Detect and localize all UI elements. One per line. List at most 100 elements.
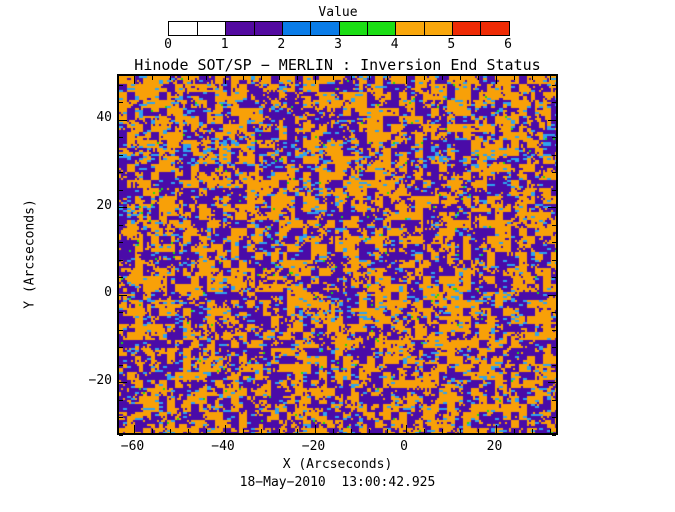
x-minor-tick <box>351 76 353 80</box>
colorbar-tick-label: 3 <box>334 37 342 52</box>
x-major-tick <box>496 425 497 433</box>
colorbar-divider <box>196 22 198 35</box>
x-minor-tick <box>260 76 262 80</box>
x-minor-tick <box>423 429 425 433</box>
y-minor-tick <box>119 434 123 436</box>
y-minor-tick <box>552 312 556 313</box>
colorbar-divider <box>366 22 368 35</box>
colorbar-tick-label: 2 <box>277 37 286 52</box>
x-minor-tick <box>278 76 280 80</box>
x-major-tick <box>134 425 135 433</box>
x-tick-label: −40 <box>211 439 235 454</box>
x-minor-tick <box>333 76 335 80</box>
x-minor-tick <box>333 429 335 433</box>
y-minor-tick <box>119 154 123 156</box>
y-minor-tick <box>552 329 556 331</box>
colorbar-divider <box>281 22 283 35</box>
y-minor-tick <box>119 277 123 278</box>
plot-title: Hinode SOT/SP − MERLIN : Inversion End S… <box>134 56 541 74</box>
colorbar-tick-label: 4 <box>390 37 399 52</box>
x-major-tick <box>315 425 316 433</box>
y-minor-tick <box>119 347 123 348</box>
y-minor-tick <box>119 84 123 86</box>
x-minor-tick <box>170 429 172 433</box>
x-minor-tick <box>477 76 479 80</box>
x-major-tick <box>315 76 316 84</box>
y-axis-label: Y (Arcseconds) <box>22 199 38 309</box>
y-minor-tick <box>552 189 556 191</box>
y-minor-tick <box>119 329 123 331</box>
x-minor-tick <box>459 429 461 433</box>
y-tick-label: −20 <box>88 372 112 388</box>
x-major-tick <box>496 76 497 84</box>
y-minor-tick <box>119 137 123 138</box>
x-minor-tick <box>532 429 534 433</box>
x-minor-tick <box>459 76 461 80</box>
y-major-tick <box>119 119 127 121</box>
x-major-tick <box>224 76 226 84</box>
y-major-tick <box>119 294 127 296</box>
y-major-tick <box>119 382 127 383</box>
x-tick-label: −60 <box>120 439 145 454</box>
x-minor-tick <box>351 429 353 433</box>
y-minor-tick <box>552 277 556 278</box>
y-minor-tick <box>119 364 123 366</box>
x-minor-tick <box>152 76 154 80</box>
x-minor-tick <box>441 76 443 80</box>
colorbar-divider <box>338 22 340 35</box>
y-major-tick <box>548 207 556 208</box>
x-minor-tick <box>550 76 552 80</box>
x-minor-tick <box>242 429 244 433</box>
colorbar-divider <box>395 22 397 35</box>
y-minor-tick <box>552 259 556 261</box>
y-minor-tick <box>552 399 556 401</box>
x-major-tick <box>405 425 407 433</box>
x-minor-tick <box>477 429 479 433</box>
colorbar-divider <box>310 22 312 35</box>
y-minor-tick <box>552 172 556 173</box>
x-minor-tick <box>296 76 298 80</box>
y-minor-tick <box>552 137 556 138</box>
x-major-tick <box>134 76 135 84</box>
colorbar-divider <box>253 22 255 35</box>
y-minor-tick <box>552 417 556 418</box>
colorbar-tick-label: 0 <box>164 37 172 52</box>
y-major-tick <box>548 294 556 296</box>
timestamp: 18−May−2010 13:00:42.925 <box>239 475 436 490</box>
y-minor-tick <box>119 189 123 191</box>
y-major-tick <box>119 207 127 208</box>
y-tick-label: 40 <box>96 110 112 125</box>
x-minor-tick <box>441 429 443 433</box>
y-minor-tick <box>119 399 123 401</box>
x-minor-tick <box>369 76 371 80</box>
x-minor-tick <box>387 429 389 433</box>
x-minor-tick <box>514 429 516 433</box>
x-minor-tick <box>206 429 208 433</box>
colorbar-tick-label: 5 <box>447 37 456 52</box>
y-minor-tick <box>119 172 123 173</box>
x-minor-tick <box>278 429 280 433</box>
x-tick-label: 20 <box>486 439 503 454</box>
x-minor-tick <box>550 429 552 433</box>
x-minor-tick <box>387 76 389 80</box>
status-map-canvas <box>119 76 556 433</box>
y-minor-tick <box>552 347 556 348</box>
x-minor-tick <box>369 429 371 433</box>
x-major-tick <box>224 425 226 433</box>
colorbar-divider <box>480 22 482 35</box>
x-minor-tick <box>170 76 172 80</box>
y-minor-tick <box>119 242 123 243</box>
y-minor-tick <box>119 312 123 313</box>
y-minor-tick <box>552 84 556 86</box>
y-tick-label: 0 <box>104 285 112 300</box>
x-minor-tick <box>514 76 516 80</box>
x-minor-tick <box>296 429 298 433</box>
x-minor-tick <box>188 429 190 433</box>
y-tick-label: 20 <box>96 197 112 213</box>
x-minor-tick <box>152 429 154 433</box>
y-minor-tick <box>119 102 123 103</box>
colorbar-divider <box>451 22 453 35</box>
colorbar-title: Value <box>318 5 358 20</box>
x-tick-label: 0 <box>400 439 408 454</box>
colorbar-tick-label: 1 <box>220 37 229 52</box>
